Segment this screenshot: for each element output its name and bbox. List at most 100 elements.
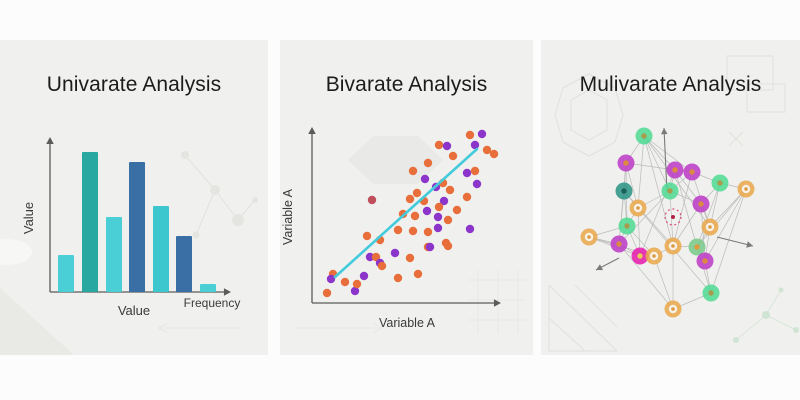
data-point (443, 215, 453, 225)
data-point (408, 166, 418, 176)
network-edge (653, 255, 674, 310)
hub-dashed-ring (664, 208, 682, 226)
network-node (618, 217, 636, 235)
network-edge (700, 203, 706, 262)
data-point (425, 242, 435, 252)
network-node (683, 163, 701, 181)
data-point (408, 226, 418, 236)
network-node (631, 247, 649, 265)
decor-arrow (157, 323, 240, 333)
network-edge (710, 188, 747, 294)
network-edge (618, 190, 625, 245)
network-node (617, 154, 635, 172)
network-node (711, 174, 729, 192)
node-center-dot (637, 253, 643, 259)
panel-multivariate: Mulivarate Analysis (541, 40, 800, 355)
axis-arrow (663, 127, 668, 193)
network-edge (623, 190, 674, 247)
bar (129, 162, 145, 292)
network-node (666, 161, 684, 179)
network-node (702, 284, 720, 302)
panel-title-univariate: Univarate Analysis (46, 73, 222, 96)
network-edge (709, 188, 747, 228)
node-center-dot (671, 244, 675, 248)
node-center-dot (616, 241, 622, 247)
node-center-dot (708, 225, 712, 229)
panel-title-bivariate: Bivarate Analysis (325, 73, 488, 96)
data-point (322, 288, 332, 298)
arrowhead-icon (596, 264, 603, 271)
data-point (390, 248, 400, 258)
network-edge (637, 135, 645, 209)
x-axis-label: Value (118, 303, 150, 318)
network-node (635, 127, 653, 145)
data-point (433, 212, 443, 222)
network-node (664, 237, 682, 255)
data-point (433, 223, 443, 233)
data-point (393, 225, 403, 235)
data-point (465, 130, 475, 140)
data-point (443, 241, 453, 251)
hub-node (664, 208, 682, 226)
data-point (470, 166, 480, 176)
data-point (465, 224, 475, 234)
bar (82, 152, 98, 292)
data-point (477, 129, 487, 139)
data-point (405, 253, 415, 263)
decor-geometry (548, 55, 786, 352)
network-edge (643, 135, 674, 247)
background-decoration (0, 151, 258, 355)
data-point (405, 194, 415, 204)
network-node (696, 252, 714, 270)
data-point (413, 269, 423, 279)
network-node (664, 300, 682, 318)
network-edge (618, 243, 674, 310)
bar (200, 284, 216, 292)
arrowhead-icon (746, 241, 753, 248)
frequency-label: Frequency (184, 296, 241, 310)
node-center-dot (652, 254, 656, 258)
network-node (701, 218, 719, 236)
x-axis-arrowhead-icon (493, 299, 501, 307)
node-center-dot (744, 187, 748, 191)
node-center-dot (636, 206, 640, 210)
x-axis-arrowhead-icon (223, 288, 231, 296)
node-center-dot (694, 244, 700, 250)
data-point (422, 206, 432, 216)
x-axis-label: Variable A (379, 316, 436, 330)
network-node (692, 195, 710, 213)
node-center-dot (717, 180, 723, 186)
data-point (434, 140, 444, 150)
data-point (393, 273, 403, 283)
node-center-dot (621, 188, 627, 194)
data-point (470, 140, 480, 150)
data-point (445, 185, 455, 195)
axis-arrows (595, 127, 754, 271)
scatter-plot: Variable A Variable A (281, 127, 501, 330)
data-point (434, 202, 444, 212)
bar (153, 206, 169, 292)
decor-arrow (295, 323, 384, 333)
bar-chart-group: Value Value Frequency (21, 137, 240, 318)
network-edge (672, 171, 693, 247)
data-point (442, 141, 452, 151)
node-center-dot (667, 188, 673, 194)
network-node (610, 235, 628, 253)
decor-ellipse (0, 239, 32, 265)
y-axis-label: Variable A (281, 188, 295, 245)
data-point (482, 145, 492, 155)
panel-bivariate: Variable A Variable A Bivarate Analysis (280, 40, 533, 355)
network-edge (643, 135, 671, 192)
network-graph (580, 127, 755, 318)
axis-arrow (716, 236, 754, 247)
hub-center-dot (671, 215, 675, 219)
trend-line (333, 147, 479, 279)
node-center-dot (672, 167, 678, 173)
decor-grid (468, 270, 526, 334)
network-edge (669, 190, 674, 247)
scatter-group: Variable A Variable A (281, 127, 501, 330)
data-point (472, 179, 482, 189)
network-edge (696, 182, 721, 248)
node-center-dot (587, 235, 591, 239)
